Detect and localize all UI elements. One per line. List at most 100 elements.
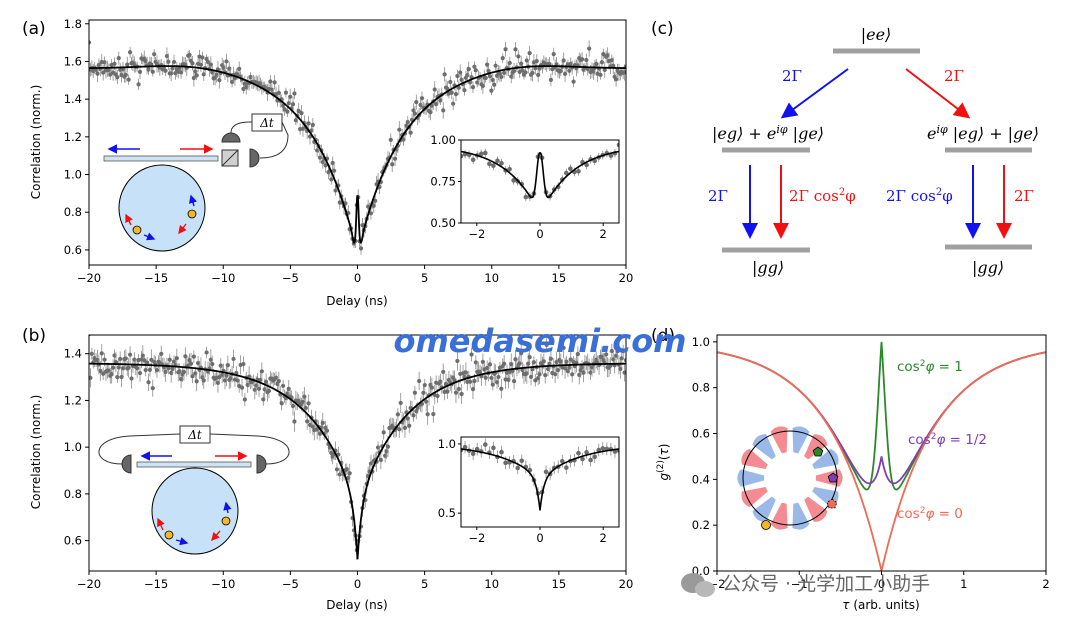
y-tick-label: 1.00	[430, 133, 456, 147]
data-point	[534, 59, 539, 64]
data-point	[302, 394, 307, 399]
mode-lobe	[804, 434, 828, 460]
x-axis-label: Delay (ns)	[326, 294, 387, 308]
chart-d: −2 −1 0 1 2 0.00.20.40.60.81.0 τ (arb. units…	[656, 334, 1050, 612]
data-point	[268, 79, 273, 84]
y-tick-label: 1.2	[64, 393, 82, 407]
mode-lobe	[770, 502, 788, 530]
data-point	[470, 451, 476, 457]
data-point	[306, 401, 311, 406]
data-point	[358, 246, 364, 251]
data-point	[123, 356, 128, 361]
data-point	[604, 352, 609, 357]
y-tick-label: 0.2	[692, 518, 710, 532]
data-point	[495, 158, 500, 164]
data-point	[95, 71, 100, 76]
x-tick-label: 10	[484, 577, 499, 591]
data-point	[483, 442, 488, 447]
decay-arrow-icon	[780, 68, 849, 119]
y-tick-label: 0.6	[64, 243, 82, 257]
data-point	[507, 166, 512, 172]
data-point	[378, 457, 383, 463]
data-point	[543, 372, 548, 378]
delay-box	[251, 113, 283, 132]
data-point	[453, 390, 459, 395]
data-point	[154, 368, 160, 373]
data-point	[303, 405, 308, 411]
data-point	[89, 375, 93, 380]
rate-right-red: 2Γ	[1014, 187, 1034, 205]
data-point	[317, 155, 323, 160]
chart-b: −20 −15 −10 −5 0 5 10 15 20 0.60.81.01.21.4 Dela…	[29, 334, 633, 612]
x-tick-label: 0	[354, 577, 361, 591]
data-point	[414, 100, 419, 105]
data-point	[537, 372, 542, 377]
data-point	[102, 357, 107, 362]
x-tick-label: −1	[791, 577, 808, 591]
data-point	[292, 91, 297, 96]
data-point	[623, 358, 626, 363]
data-point	[225, 363, 230, 368]
data-point	[499, 160, 504, 166]
data-point	[432, 87, 437, 92]
data-point	[135, 366, 140, 371]
y-tick-label: 1.0	[64, 440, 82, 454]
data-point	[288, 94, 293, 99]
data-point	[576, 450, 581, 456]
data-point	[466, 67, 471, 72]
data-point	[422, 382, 427, 388]
data-point	[150, 386, 155, 391]
data-point	[397, 427, 402, 432]
emitter-marker-icon	[827, 472, 839, 483]
data-point	[347, 471, 352, 476]
data-point	[163, 68, 168, 73]
data-point	[621, 348, 626, 354]
watermark-footer: 公众号 · 光学加工小助手	[722, 573, 930, 595]
y-tick-label: 1.8	[64, 17, 82, 31]
y-tick-label: 0.8	[692, 381, 710, 395]
data-point	[474, 446, 480, 452]
data-point	[536, 72, 541, 78]
data-point	[530, 70, 535, 76]
data-point	[402, 425, 408, 430]
y-axis-label: Correlation (norm.)	[29, 395, 43, 510]
x-tick-label: −15	[144, 271, 168, 285]
data-point	[523, 194, 529, 200]
mode-lobe	[737, 469, 765, 487]
data-point	[115, 75, 120, 80]
data-point	[306, 121, 311, 126]
data-point	[99, 351, 104, 356]
rate-top-right: 2Γ	[944, 67, 964, 85]
y-tick-label: 0.6	[64, 534, 82, 548]
x-tick-label: −10	[211, 577, 235, 591]
data-point	[580, 456, 585, 462]
data-point	[547, 61, 552, 67]
data-point	[373, 198, 378, 203]
data-point	[519, 458, 525, 464]
data-point	[210, 361, 215, 367]
data-point	[564, 359, 569, 364]
emitter-icon	[761, 520, 771, 530]
data-point	[407, 423, 412, 428]
data-point	[559, 458, 565, 464]
data-point	[188, 361, 194, 366]
x-tick-label: −5	[282, 271, 299, 285]
emitter-icon	[164, 530, 174, 540]
data-point	[146, 380, 151, 385]
level-diagram: |ee⟩ |eg⟩ + eiφ |ge⟩ eiφ |eg⟩ + |ge⟩ |gg…	[708, 25, 1039, 277]
data-point	[564, 465, 569, 470]
data-point	[101, 70, 106, 75]
y-axis-label: g(2)(τ)	[656, 444, 671, 481]
data-point	[483, 150, 488, 156]
wechat-icon	[681, 573, 715, 597]
data-point	[441, 108, 446, 113]
data-point	[113, 359, 119, 365]
inset-fit-curve	[461, 150, 619, 199]
data-point	[152, 52, 157, 57]
data-point	[329, 177, 334, 182]
data-point	[575, 351, 580, 357]
data-point	[516, 54, 521, 59]
data-point	[455, 358, 460, 364]
x-tick-label: 2	[600, 531, 607, 545]
data-point	[191, 354, 196, 359]
